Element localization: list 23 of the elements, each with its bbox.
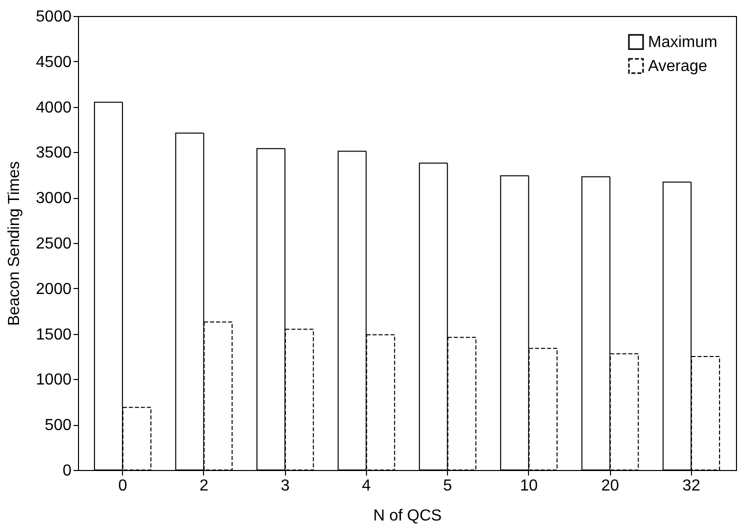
y-tick-label: 4000 [36,99,72,116]
y-tick-label: 2000 [36,280,72,298]
y-tick-label: 3500 [36,144,72,162]
y-tick-label: 0 [62,462,72,480]
y-tick-label: 1500 [36,326,72,344]
x-tick-label: 0 [118,478,128,494]
x-tick-label: 20 [601,478,620,494]
x-tick-label: 2 [199,478,208,494]
x-tick-label: 4 [362,478,371,494]
legend-label: Average [648,58,708,75]
y-tick-label: 1000 [36,372,72,389]
legend-label: Maximum [648,34,718,51]
x-tick-label: 5 [443,478,452,494]
y-tick-label: 5000 [36,8,72,26]
x-tick-label: 32 [682,478,700,494]
y-tick-label: 3000 [36,190,72,208]
x-tick-label: 10 [520,478,538,494]
y-tick-label: 4500 [36,54,72,71]
x-tick-label: 3 [280,478,290,494]
y-tick-label: 2500 [36,236,72,252]
y-axis-title: Beacon Sending Times [6,161,23,326]
x-axis-title: N of QCS [373,508,442,524]
y-tick-label: 500 [44,417,72,434]
